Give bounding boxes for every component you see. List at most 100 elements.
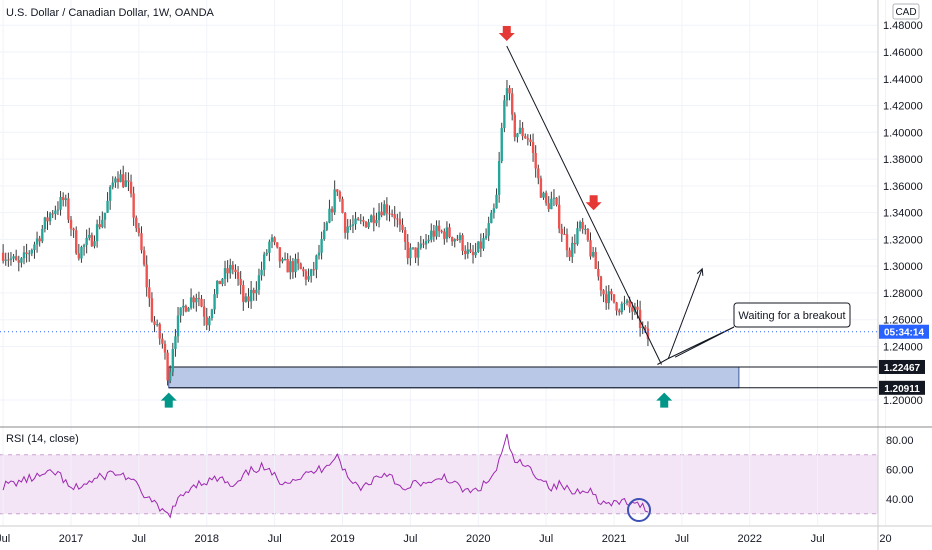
candle-body — [571, 242, 574, 258]
buy-arrow-icon[interactable] — [656, 392, 673, 408]
candle-body — [82, 245, 86, 248]
candle-body — [25, 252, 28, 254]
candle — [516, 132, 519, 143]
candle — [262, 251, 266, 277]
candle — [67, 192, 70, 223]
candle-body — [189, 297, 193, 308]
candle-body — [336, 189, 339, 192]
level-price-tag[interactable] — [879, 359, 925, 374]
candle — [195, 293, 198, 312]
candle-body — [257, 275, 261, 290]
candle-body — [620, 303, 624, 313]
candle-body — [495, 194, 498, 209]
candle — [294, 253, 297, 278]
candle-body — [119, 174, 122, 183]
rsi-tick-label: 40.00 — [886, 494, 914, 506]
candle — [239, 271, 242, 295]
candle — [495, 188, 498, 209]
candle — [377, 203, 381, 228]
rsi-band-layer — [0, 454, 878, 515]
candle-body — [276, 242, 279, 248]
candle — [101, 211, 104, 229]
trendline[interactable] — [506, 45, 662, 365]
callout-box — [733, 302, 851, 328]
candle-body — [628, 300, 631, 308]
rsi-indicator-title[interactable]: RSI (14, close) — [6, 433, 79, 445]
candle-body — [48, 213, 52, 222]
candle-body — [406, 241, 409, 259]
rsi-axis[interactable]: 80.00 60.00 40.00 — [886, 435, 914, 506]
candle-body — [497, 161, 501, 195]
candle-body — [30, 249, 34, 254]
candle-body — [484, 235, 488, 239]
candle-body — [505, 88, 509, 101]
candle — [390, 209, 394, 218]
drawing-annotations[interactable] — [160, 25, 735, 522]
candle-body — [453, 239, 456, 242]
candle-body — [17, 260, 20, 263]
candle — [571, 236, 574, 263]
candle — [129, 174, 133, 198]
candle-body — [1, 252, 5, 261]
support-zone-layer[interactable] — [168, 366, 878, 389]
candle — [119, 169, 122, 183]
current-price-countdown: 05:34:14 — [884, 328, 924, 339]
candle — [80, 245, 83, 263]
sell-arrow-icon[interactable] — [498, 25, 515, 41]
candle-body — [422, 243, 425, 245]
candle — [132, 186, 135, 226]
candle-body — [9, 258, 13, 260]
candle — [349, 219, 352, 231]
candle-body — [411, 247, 415, 249]
candle — [215, 280, 219, 299]
candle — [7, 252, 10, 267]
candle-body — [396, 218, 399, 220]
candle — [615, 301, 618, 316]
candle-body — [333, 189, 336, 213]
candle-body — [111, 182, 114, 187]
candle — [471, 244, 475, 264]
time-axis[interactable]: Jul 2017 Jul 2018 Jul 2019 Jul 2020 Jul 2021 Jul 20… — [0, 533, 892, 545]
candle-body — [122, 174, 125, 187]
buy-arrow-icon[interactable] — [160, 392, 177, 408]
candle-body — [38, 238, 41, 242]
candle — [296, 252, 300, 271]
currency-badge-box[interactable] — [892, 3, 920, 20]
candle — [249, 280, 253, 309]
candle-body — [75, 230, 78, 254]
level-price-tag[interactable] — [879, 380, 925, 395]
candle-body — [492, 208, 496, 213]
candle — [372, 207, 376, 232]
candle — [12, 253, 15, 263]
candle — [25, 243, 28, 263]
candle — [484, 228, 488, 240]
candle-body — [262, 254, 266, 270]
candle-body — [443, 231, 446, 239]
current-price-tag[interactable] — [879, 324, 929, 339]
candle — [359, 213, 362, 225]
candle-body — [77, 253, 81, 259]
candle-body — [432, 230, 436, 237]
candle-body — [328, 208, 331, 223]
candle-body — [383, 204, 386, 216]
breakout-callout[interactable]: Waiting for a breakout — [733, 302, 851, 328]
candle-body — [124, 180, 128, 187]
candle — [591, 246, 595, 258]
candle — [602, 289, 605, 303]
candle-body — [268, 241, 271, 253]
candle — [367, 218, 370, 230]
price-tick-label: 1.24000 — [883, 341, 923, 353]
candle-body — [529, 139, 532, 143]
candle — [565, 228, 569, 258]
rsi-highlight-circle[interactable] — [627, 498, 651, 522]
sell-arrow-icon[interactable] — [585, 195, 602, 211]
candle — [142, 246, 146, 267]
price-axis[interactable]: 1.48000 1.46000 1.44000 1.42000 1.40000 1.380… — [0, 20, 929, 407]
candle — [155, 319, 159, 327]
candle — [508, 85, 511, 101]
candle-body — [221, 278, 224, 285]
support-zone[interactable] — [168, 366, 740, 389]
candle-body — [281, 259, 284, 262]
candle — [236, 266, 240, 286]
